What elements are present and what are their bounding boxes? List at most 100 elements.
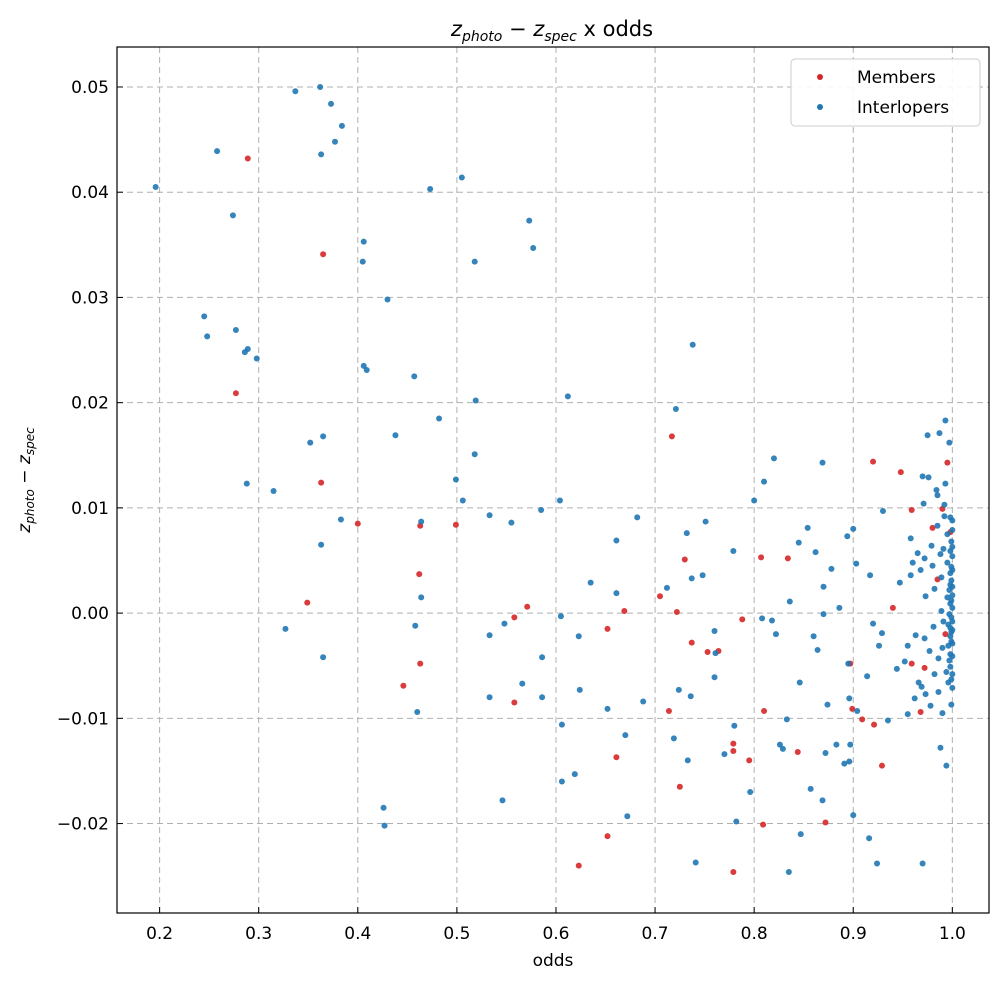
interlopers-point (904, 642, 911, 649)
y-tick-label: −0.02 (57, 815, 109, 835)
members-point (878, 762, 885, 769)
interlopers-point (270, 488, 277, 495)
interlopers-point (917, 566, 924, 573)
interlopers-point (337, 516, 344, 523)
interlopers-point (318, 541, 325, 548)
interlopers-point (949, 671, 956, 678)
x-tick-label: 0.4 (344, 924, 371, 944)
interlopers-point (214, 148, 221, 155)
interlopers-point (924, 432, 931, 439)
members-point (613, 754, 620, 761)
interlopers-point (920, 500, 927, 507)
interlopers-point (338, 122, 345, 129)
interlopers-point (807, 785, 814, 792)
interlopers-point (689, 341, 696, 348)
interlopers-point (853, 560, 860, 567)
interlopers-point (471, 258, 478, 265)
interlopers-point (846, 758, 853, 765)
members-point (511, 699, 518, 706)
interlopers-point (768, 617, 775, 624)
interlopers-point (804, 524, 811, 531)
legend-marker-members (817, 74, 823, 80)
interlopers-point (776, 741, 783, 748)
interlopers-point (412, 622, 419, 629)
members-point (232, 390, 239, 397)
interlopers-point (452, 476, 459, 483)
interlopers-point (363, 367, 370, 374)
x-tick-label: 0.2 (146, 924, 173, 944)
members-point (304, 599, 311, 606)
interlopers-point (844, 533, 851, 540)
y-tick-label: 0.03 (71, 288, 109, 308)
interlopers-point (940, 618, 947, 625)
interlopers-point (499, 797, 506, 804)
members-point (760, 821, 767, 828)
members-point (822, 819, 829, 826)
interlopers-point (587, 579, 594, 586)
members-point (730, 747, 737, 754)
members-point (908, 660, 915, 667)
interlopers-point (812, 549, 819, 556)
interlopers-point (458, 174, 465, 181)
interlopers-point (845, 660, 852, 667)
interlopers-point (564, 393, 571, 400)
interlopers-point (949, 526, 956, 533)
interlopers-point (282, 625, 289, 632)
members-point (794, 749, 801, 756)
interlopers-point (384, 296, 391, 303)
interlopers-point (949, 583, 956, 590)
interlopers-point (436, 415, 443, 422)
interlopers-point (828, 565, 835, 572)
y-tick-label: 0.05 (71, 78, 109, 98)
members-point (849, 705, 856, 712)
members-point (761, 707, 768, 714)
ylabel-z2: z (15, 454, 35, 465)
interlopers-point (613, 537, 620, 544)
interlopers-point (328, 100, 335, 107)
interlopers-point (814, 646, 821, 653)
interlopers-point (929, 562, 936, 569)
interlopers-point (201, 313, 208, 320)
interlopers-point (699, 572, 706, 579)
interlopers-point (684, 757, 691, 764)
members-point (688, 639, 695, 646)
grid (117, 47, 989, 913)
plot-frame (116, 46, 990, 914)
interlopers-point (759, 615, 766, 622)
interlopers-point (941, 513, 948, 520)
x-axis-label: odds (533, 951, 574, 971)
members-point (739, 616, 746, 623)
interlopers-point (935, 689, 942, 696)
interlopers-point (761, 478, 768, 485)
interlopers-point (392, 432, 399, 439)
interlopers-point (948, 676, 955, 683)
interlopers-point (381, 822, 388, 829)
interlopers-point (820, 611, 827, 618)
interlopers-point (866, 835, 873, 842)
interlopers-point (539, 654, 546, 661)
members-point (730, 868, 737, 875)
interlopers-point (833, 741, 840, 748)
members-point (897, 469, 904, 476)
members-point (354, 520, 361, 527)
interlopers-point (949, 553, 956, 560)
interlopers-point (152, 183, 159, 190)
interlopers-point (949, 604, 956, 611)
ylabel-sub1: photo (23, 489, 37, 525)
interlopers-point (253, 355, 260, 362)
interlopers-point (779, 745, 786, 752)
title-sub2: spec (544, 29, 577, 45)
y-tick-label: 0.00 (71, 604, 109, 624)
interlopers-point (508, 519, 515, 526)
interlopers-point (847, 741, 854, 748)
members-point (318, 479, 325, 486)
ylabel-sub2: spec (23, 427, 37, 455)
interlopers-point (571, 771, 578, 778)
interlopers-point (949, 618, 956, 625)
legend-box (790, 58, 981, 127)
interlopers-point (911, 695, 918, 702)
interlopers-point (939, 710, 946, 717)
axis-ticks: 0.2 0.3 0.4 0.5 0.6 0.7 0.8 0.9 1.0 −0.02 −0.01 0.0… (57, 78, 966, 944)
x-tick-label: 0.7 (642, 924, 669, 944)
interlopers-point (949, 543, 956, 550)
